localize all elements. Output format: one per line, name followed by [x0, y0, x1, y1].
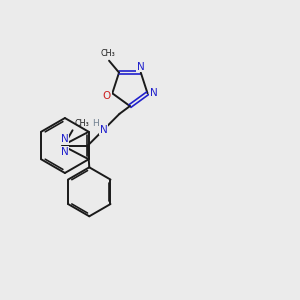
Text: O: O: [103, 91, 111, 101]
Text: N: N: [100, 125, 107, 135]
Text: H: H: [92, 118, 99, 127]
Text: N: N: [61, 147, 69, 157]
Text: CH₃: CH₃: [74, 119, 89, 128]
Text: N: N: [61, 134, 69, 144]
Text: N: N: [150, 88, 158, 98]
Text: CH₃: CH₃: [100, 49, 115, 58]
Text: N: N: [137, 61, 145, 72]
